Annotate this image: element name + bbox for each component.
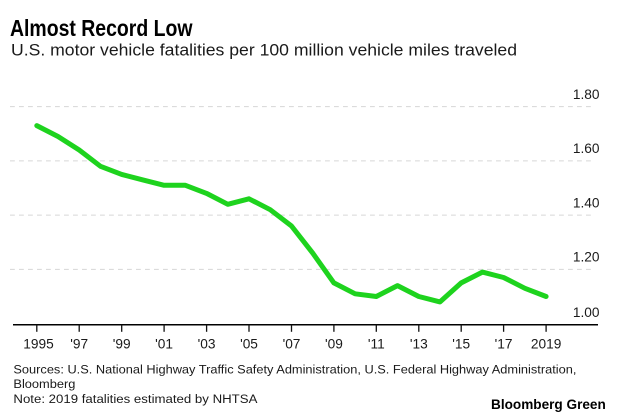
svg-text:'05: '05 (240, 337, 258, 352)
svg-text:'13: '13 (410, 337, 428, 352)
svg-text:Bloomberg: Bloomberg (13, 377, 75, 391)
svg-text:1.40: 1.40 (573, 195, 600, 210)
svg-text:U.S. motor vehicle fatalities: U.S. motor vehicle fatalities per 100 mi… (11, 42, 517, 60)
svg-text:'07: '07 (283, 337, 301, 352)
svg-text:2019: 2019 (531, 337, 561, 352)
svg-text:'03: '03 (198, 337, 216, 352)
svg-text:1.80: 1.80 (573, 87, 600, 102)
svg-text:Almost Record Low: Almost Record Low (10, 15, 193, 41)
svg-text:1.00: 1.00 (573, 305, 600, 320)
svg-text:'11: '11 (368, 337, 385, 352)
svg-text:Bloomberg Green: Bloomberg Green (491, 396, 606, 412)
svg-text:'01: '01 (155, 337, 173, 352)
svg-text:'17: '17 (495, 337, 513, 352)
svg-text:1.20: 1.20 (573, 250, 600, 265)
svg-text:1995: 1995 (23, 337, 54, 352)
svg-text:1.60: 1.60 (573, 141, 600, 156)
svg-text:Sources: U.S. National Highway: Sources: U.S. National Highway Traffic S… (13, 362, 576, 376)
svg-text:'09: '09 (325, 337, 343, 352)
svg-text:Note: 2019 fatalities estimate: Note: 2019 fatalities estimated by NHTSA (13, 392, 258, 406)
svg-text:'99: '99 (113, 337, 131, 352)
svg-text:'97: '97 (70, 337, 88, 352)
svg-text:'15: '15 (452, 337, 470, 352)
